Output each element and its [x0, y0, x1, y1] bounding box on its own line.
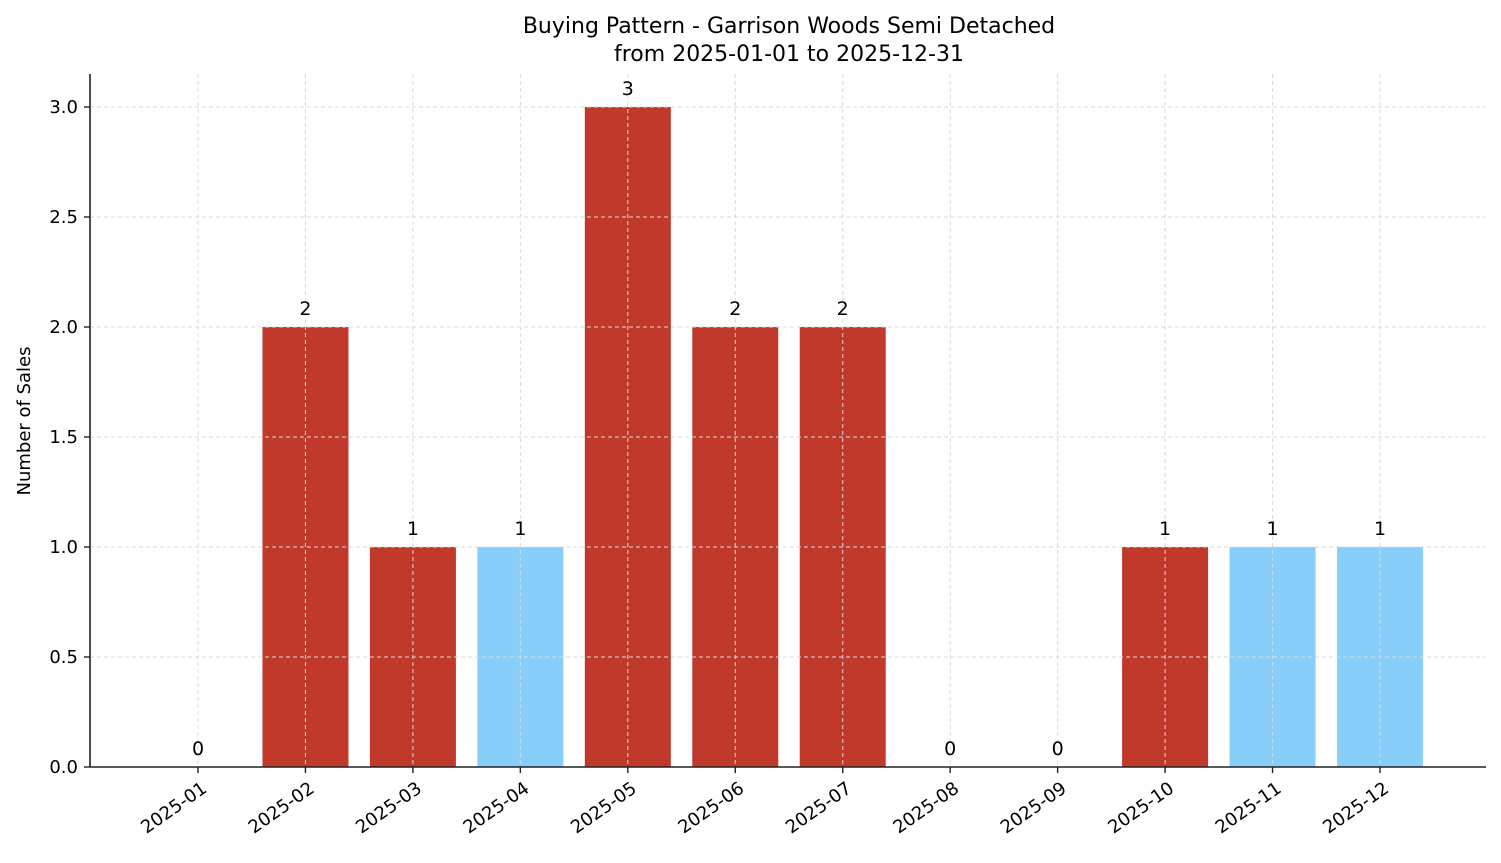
x-tick-label: 2025-10 [1104, 778, 1178, 838]
y-axis-label: Number of Sales [14, 346, 35, 495]
y-tick-label: 3.0 [49, 97, 78, 118]
y-tick-label: 2.0 [49, 317, 78, 338]
x-tick-label: 2025-08 [889, 778, 963, 838]
bar-value-label: 1 [1159, 518, 1171, 540]
bar-value-label: 1 [1374, 518, 1386, 540]
x-tick-label: 2025-06 [674, 778, 748, 838]
y-tick-label: 2.5 [49, 207, 78, 228]
y-tick-label: 0.0 [49, 757, 78, 778]
x-tick-label: 2025-09 [997, 778, 1071, 838]
bar-value-label: 2 [729, 298, 741, 320]
x-tick-label: 2025-02 [245, 778, 319, 838]
bar-value-label: 1 [407, 518, 419, 540]
bar-value-label: 0 [944, 738, 956, 760]
x-tick-label: 2025-04 [460, 778, 534, 838]
x-tick-label: 2025-12 [1319, 778, 1393, 838]
x-tick-label: 2025-11 [1212, 778, 1286, 838]
bar-value-label: 3 [622, 78, 634, 100]
chart-title: Buying Pattern - Garrison Woods Semi Det… [523, 14, 1055, 39]
x-tick-label: 2025-05 [567, 778, 641, 838]
y-tick-label: 1.5 [49, 427, 78, 448]
bar-value-label: 2 [299, 298, 311, 320]
plot-area: 0.00.51.01.52.02.53.02025-0102025-022202… [49, 74, 1486, 838]
bar-value-label: 0 [1052, 738, 1064, 760]
bar-value-label: 0 [192, 738, 204, 760]
y-tick-label: 1.0 [49, 537, 78, 558]
y-tick-label: 0.5 [49, 647, 78, 668]
bar-value-label: 1 [1266, 518, 1278, 540]
bar-value-label: 2 [837, 298, 849, 320]
bar-value-label: 1 [514, 518, 526, 540]
x-tick-label: 2025-01 [137, 778, 211, 838]
x-tick-label: 2025-07 [782, 778, 856, 838]
x-tick-label: 2025-03 [352, 778, 426, 838]
chart-subtitle: from 2025-01-01 to 2025-12-31 [614, 42, 964, 67]
